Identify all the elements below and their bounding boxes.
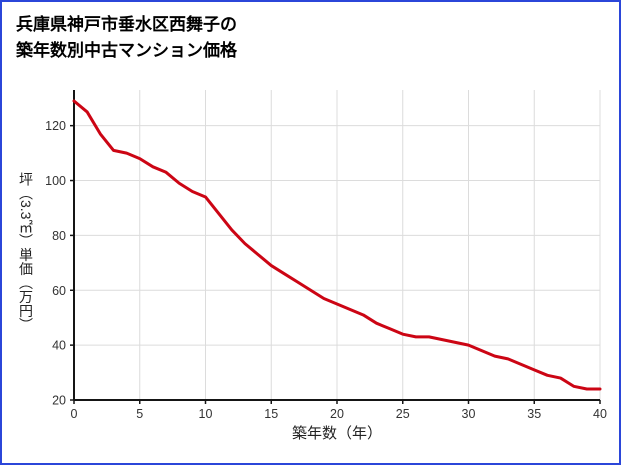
y-tick-label: 120 <box>45 119 66 133</box>
chart-svg: 20 40 60 80 100 120 0 5 10 15 20 25 30 35 40 <box>45 90 607 421</box>
x-tick-label: 5 <box>136 407 143 421</box>
x-tick-label: 40 <box>593 407 607 421</box>
x-tick-label: 30 <box>462 407 476 421</box>
y-tick-label: 100 <box>45 174 66 188</box>
price-line <box>72 99 602 391</box>
x-tick-label: 35 <box>527 407 541 421</box>
y-tick-label: 60 <box>52 284 66 298</box>
y-axis-label: 坪（3.3㎡）単価（万円） <box>18 172 34 332</box>
x-tick-label: 10 <box>199 407 213 421</box>
y-tick-label: 80 <box>52 229 66 243</box>
x-axis-label: 築年数（年） <box>291 425 382 442</box>
y-tick-label: 20 <box>52 394 66 408</box>
x-tick-label: 20 <box>330 407 344 421</box>
chart-title: 兵庫県神戸市垂水区西舞子の 築年数別中古マンション価格 <box>16 15 237 60</box>
x-tick-label: 0 <box>71 407 78 421</box>
x-tick-label: 15 <box>264 407 278 421</box>
x-tick-label: 25 <box>396 407 410 421</box>
y-tick-label: 40 <box>52 339 66 353</box>
